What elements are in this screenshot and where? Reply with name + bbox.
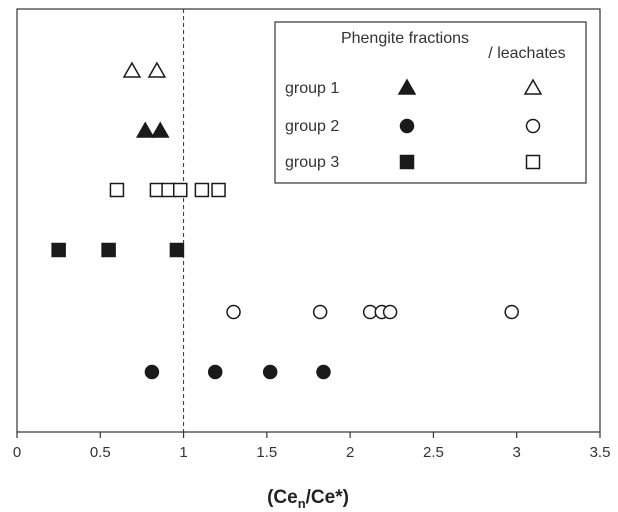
point-group1-leachates-2: [147, 61, 167, 78]
point-group3-leachates-4: [172, 182, 188, 198]
point-group3-leachates-6: [211, 182, 226, 198]
legend-col-header-leachates: / leachates: [488, 45, 565, 62]
x-tick-label-0.5: 0.5: [90, 444, 111, 461]
x-axis-label: (Cen/Ce*): [267, 487, 349, 511]
point-group3-leachates-1: [109, 182, 125, 198]
point-group2-leachates-1: [226, 304, 241, 320]
point-group1-leachates-1: [122, 61, 142, 78]
point-group2-fractions-4: [316, 364, 331, 380]
x-axis-label-sub: n: [298, 496, 306, 511]
x-tick-label-3.5: 3.5: [590, 444, 611, 461]
point-group1-fractions-2: [150, 121, 170, 138]
legend-col-header-fractions: Phengite fractions: [341, 30, 469, 47]
plot-frame: [16, 8, 601, 433]
legend-marker-group-1-fractions: [397, 78, 417, 95]
data-points: [51, 61, 519, 380]
legend-marker-group-3-leachates: [525, 154, 541, 170]
legend-markers: [397, 78, 543, 170]
legend-row-group-2: group 2: [285, 118, 339, 135]
x-tick-label-0: 0: [13, 444, 21, 461]
legend: Phengite fractions / leachates group 1 g…: [274, 21, 587, 184]
point-group2-leachates-5: [382, 304, 398, 320]
legend-marker-group-1-leachates: [523, 78, 543, 95]
legend-marker-group-3-fractions: [399, 154, 415, 170]
legend-row-group-3: group 3: [285, 154, 339, 171]
x-tick-label-1.5: 1.5: [256, 444, 277, 461]
legend-marker-group-2-fractions: [399, 118, 415, 134]
x-axis-label-main: (Ce: [267, 487, 298, 508]
x-axis-label-rest: /Ce*): [306, 487, 349, 508]
point-group2-fractions-2: [207, 364, 223, 380]
legend-row-group-1: group 1: [285, 80, 339, 97]
point-group2-leachates-2: [312, 304, 328, 320]
x-tick-label-1: 1: [179, 444, 187, 461]
point-group3-fractions-1: [51, 242, 66, 258]
point-group3-fractions-2: [101, 242, 116, 258]
x-tick-label-2.5: 2.5: [423, 444, 444, 461]
point-group2-fractions-3: [262, 364, 278, 380]
point-group1-fractions-1: [135, 121, 155, 138]
point-group2-leachates-6: [504, 304, 519, 320]
x-tick-label-3: 3: [513, 444, 521, 461]
legend-marker-group-2-leachates: [525, 118, 541, 134]
point-group2-fractions-1: [144, 364, 160, 380]
point-group3-fractions-3: [169, 242, 185, 258]
x-tick-label-2: 2: [346, 444, 354, 461]
point-group3-leachates-5: [194, 182, 210, 198]
x-axis-ticks: 0 0.5 1 1.5 2 2.5 3 3.5: [13, 432, 611, 461]
